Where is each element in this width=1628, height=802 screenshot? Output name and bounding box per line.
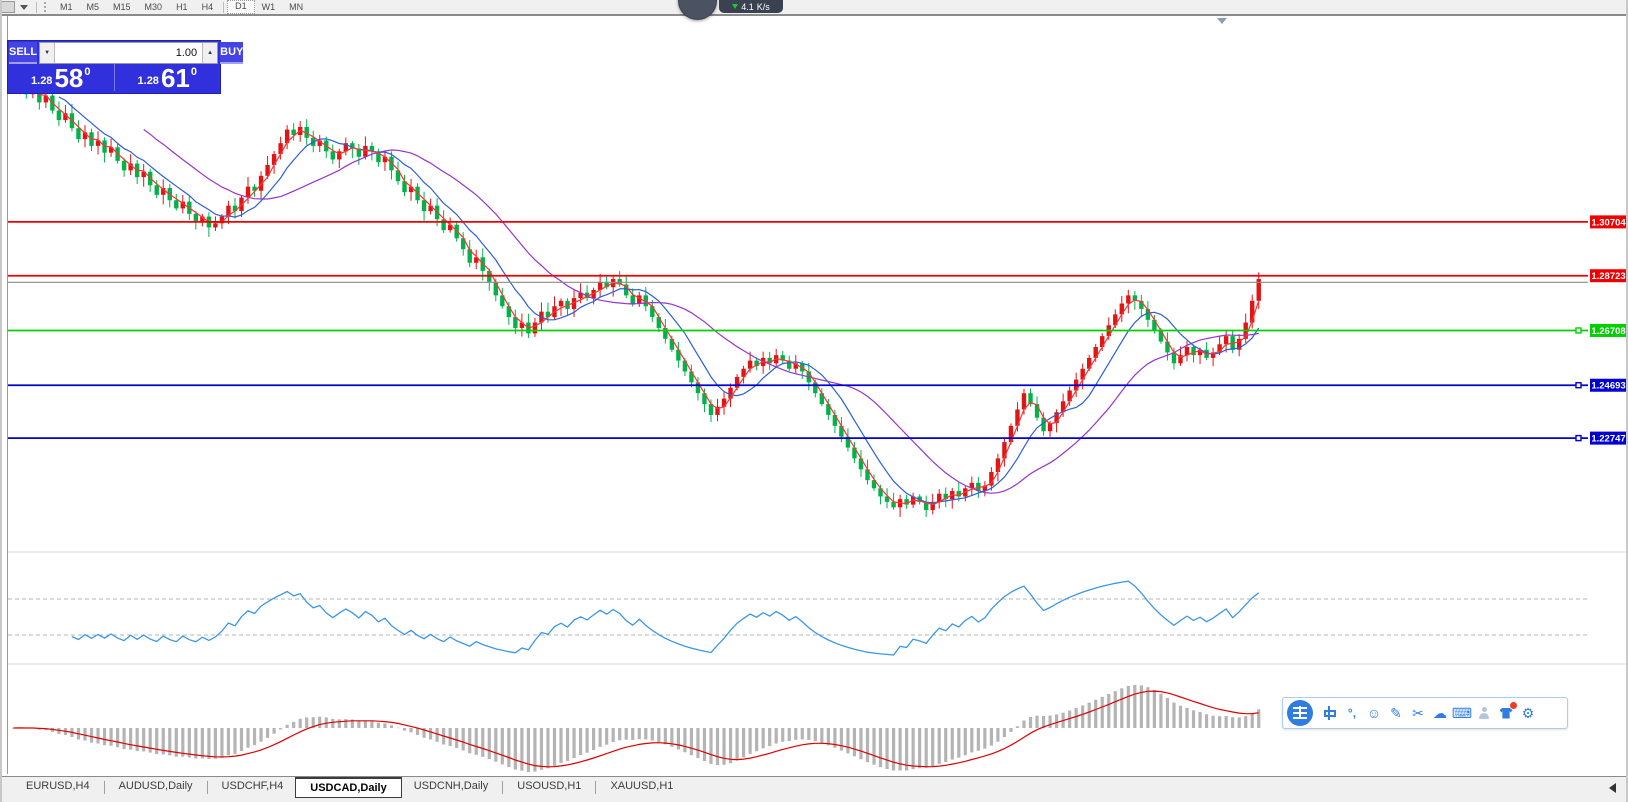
- collapse-arrow-icon[interactable]: [1217, 18, 1227, 24]
- tab-xauusd-h1[interactable]: XAUUSD,H1: [610, 780, 674, 792]
- chart-type-icon[interactable]: [1, 1, 15, 13]
- price-lines-layer: 1.30704 1.28723 1.26708 1.24693 1.22747: [8, 215, 1627, 445]
- tf-button-h1[interactable]: H1: [176, 2, 188, 12]
- tab-separator: [595, 781, 597, 794]
- buy-price-big: 61: [160, 63, 190, 93]
- buy-price-prefix: 1.28: [137, 75, 159, 87]
- chinese-mode-icon[interactable]: [1319, 702, 1341, 724]
- emoji-icon[interactable]: ☺: [1366, 705, 1382, 721]
- toolbar-separator: [223, 1, 225, 13]
- tab-separator: [206, 781, 208, 794]
- svg-text:1.28723: 1.28723: [1591, 271, 1625, 282]
- tf-button-m1[interactable]: M1: [60, 2, 73, 12]
- svg-text:1.22747: 1.22747: [1591, 434, 1625, 445]
- tab-usdchf-h4[interactable]: USDCHF,H4: [221, 780, 284, 792]
- price-line-label[interactable]: [1590, 269, 1627, 283]
- cloud-icon[interactable]: ☁: [1433, 704, 1447, 721]
- tf-button-m30[interactable]: M30: [144, 2, 163, 12]
- sell-button[interactable]: SELL: [9, 42, 38, 64]
- svg-text:1.26708: 1.26708: [1591, 326, 1625, 337]
- network-speed-widget[interactable]: 4.1 K/s: [719, 0, 783, 13]
- profile-icon[interactable]: [1473, 702, 1495, 724]
- tab-separator: [103, 781, 105, 794]
- keyboard-icon[interactable]: ⌨: [1451, 704, 1473, 721]
- toolbar-grip[interactable]: [44, 2, 49, 12]
- window-left-border: [0, 0, 2, 802]
- screenshot-icon[interactable]: ✂: [1412, 704, 1424, 721]
- speed-unit: K/s: [756, 1, 770, 12]
- tf-button-h4[interactable]: H4: [201, 2, 214, 12]
- skin-icon[interactable]: [1495, 702, 1517, 724]
- speed-value: 4.1: [741, 1, 754, 12]
- sell-price[interactable]: 1.28 58 0: [8, 64, 114, 91]
- price-chart[interactable]: 1.30704 1.28723 1.26708 1.24693 1.22747: [0, 0, 1628, 776]
- tf-button-d1[interactable]: D1: [227, 0, 255, 14]
- volume-decrease-button[interactable]: ▼: [40, 43, 56, 63]
- volume-input[interactable]: [55, 43, 203, 63]
- tf-button-mn[interactable]: MN: [289, 2, 304, 12]
- candles-layer: [11, 71, 1261, 517]
- macd-histogram: [11, 684, 1261, 772]
- price-line-label[interactable]: [1590, 323, 1627, 337]
- punctuation-icon[interactable]: °,: [1347, 706, 1357, 720]
- download-arrow-icon: [732, 4, 739, 9]
- volume-increase-button[interactable]: ▲: [202, 43, 218, 63]
- buy-button[interactable]: BUY: [220, 42, 244, 64]
- volume-spinner: ▼ ▲: [39, 42, 219, 64]
- tf-button-w1[interactable]: W1: [261, 2, 276, 12]
- sell-price-big: 58: [54, 63, 84, 93]
- tab-audusd-daily[interactable]: AUDUSD,Daily: [118, 780, 193, 792]
- price-line-label[interactable]: [1590, 378, 1627, 392]
- timeframe-toolbar: M1 M5 M15 M30 H1 H4 D1 W1 MN: [0, 0, 1628, 16]
- sogou-logo-icon[interactable]: [1287, 700, 1313, 726]
- buy-price-sup: 0: [190, 66, 197, 78]
- buy-price[interactable]: 1.28 61 0: [113, 63, 221, 93]
- chevron-down-icon[interactable]: [20, 4, 28, 10]
- settings-icon[interactable]: ⚙: [1521, 704, 1535, 721]
- sell-price-prefix: 1.28: [31, 75, 53, 87]
- handwriting-icon[interactable]: ✎: [1390, 704, 1402, 721]
- price-line-handle[interactable]: [1575, 382, 1582, 389]
- tabs-scroll-left-icon[interactable]: [1609, 783, 1616, 793]
- tf-button-m5[interactable]: M5: [86, 2, 100, 12]
- ime-toolbar: °, ☺ ✎ ✂ ☁ ⌨ ⚙: [1282, 697, 1568, 729]
- price-line-handle[interactable]: [1575, 434, 1582, 442]
- svg-text:1.30704: 1.30704: [1591, 217, 1626, 228]
- tab-usdcnh-daily[interactable]: USDCNH,Daily: [413, 780, 489, 792]
- price-line-handle[interactable]: [1575, 327, 1582, 334]
- tf-button-m15[interactable]: M15: [113, 2, 131, 12]
- sell-price-sup: 0: [84, 66, 91, 78]
- tab-separator: [502, 781, 504, 794]
- toolbar-separator: [36, 1, 37, 13]
- window-right-border: [1626, 0, 1628, 802]
- tab-usdcad-daily[interactable]: USDCAD,Daily: [295, 777, 402, 798]
- svg-text:1.24693: 1.24693: [1591, 381, 1625, 392]
- price-line-label[interactable]: [1590, 431, 1627, 445]
- tab-eurusd-h4[interactable]: EURUSD,H4: [26, 780, 90, 792]
- tab-usousd-h1[interactable]: USOUSD,H1: [517, 780, 582, 792]
- price-line-label[interactable]: [1590, 215, 1627, 229]
- chart-tabs-bar: EURUSD,H4 AUDUSD,Daily USDCHF,H4 USDCAD,Dai…: [0, 776, 1628, 802]
